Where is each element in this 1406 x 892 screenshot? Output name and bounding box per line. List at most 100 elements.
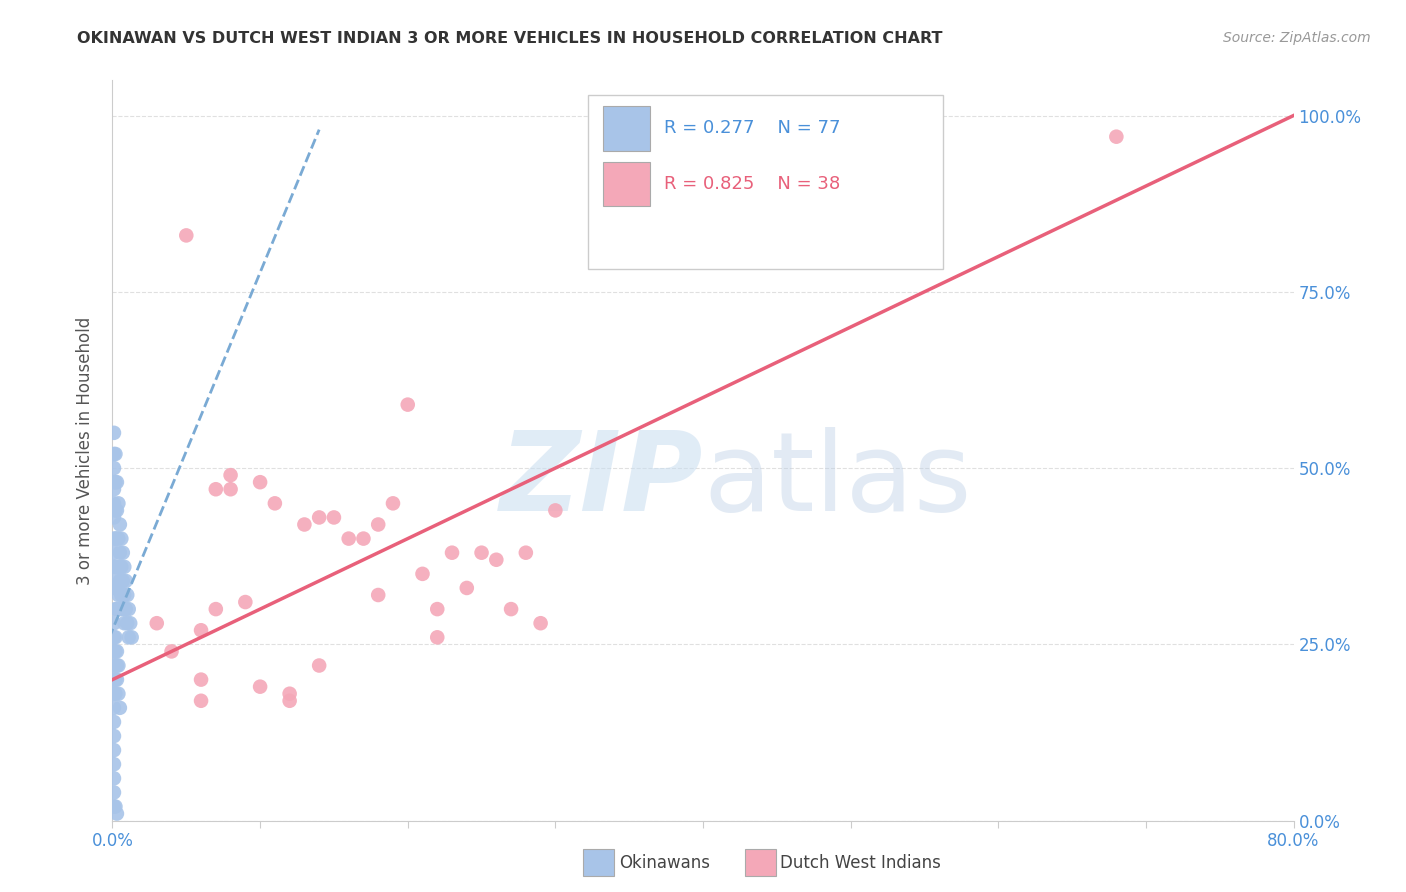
Point bbox=[426, 630, 449, 644]
Point bbox=[103, 630, 125, 644]
Point bbox=[104, 658, 127, 673]
Point bbox=[117, 616, 138, 631]
Point bbox=[470, 546, 494, 560]
Y-axis label: 3 or more Vehicles in Household: 3 or more Vehicles in Household bbox=[76, 317, 94, 584]
Point bbox=[103, 757, 125, 772]
Point bbox=[104, 602, 127, 616]
Point bbox=[103, 425, 125, 440]
Point bbox=[190, 673, 212, 687]
Point bbox=[382, 496, 405, 510]
Point bbox=[529, 616, 551, 631]
Point bbox=[103, 644, 125, 658]
Point bbox=[111, 546, 134, 560]
Point bbox=[104, 644, 127, 658]
Point bbox=[118, 602, 141, 616]
Point bbox=[108, 546, 131, 560]
Point bbox=[103, 743, 125, 757]
Point bbox=[121, 630, 143, 644]
Point bbox=[103, 546, 125, 560]
Text: R = 0.825    N = 38: R = 0.825 N = 38 bbox=[664, 175, 841, 193]
Point bbox=[107, 687, 129, 701]
Point bbox=[104, 630, 127, 644]
Point bbox=[103, 475, 125, 490]
Point bbox=[190, 694, 212, 708]
Point bbox=[1105, 129, 1128, 144]
Point bbox=[103, 687, 125, 701]
Point bbox=[104, 687, 127, 701]
Point bbox=[219, 482, 242, 496]
Point bbox=[114, 574, 136, 588]
Point bbox=[105, 503, 128, 517]
Point bbox=[108, 517, 131, 532]
Point bbox=[103, 447, 125, 461]
Point bbox=[110, 588, 132, 602]
Point bbox=[264, 496, 287, 510]
Point bbox=[205, 602, 228, 616]
Point bbox=[107, 496, 129, 510]
Point bbox=[233, 595, 256, 609]
FancyBboxPatch shape bbox=[589, 95, 943, 269]
Point bbox=[105, 475, 128, 490]
Point bbox=[292, 517, 315, 532]
Point bbox=[103, 559, 125, 574]
Point bbox=[103, 566, 125, 581]
Point bbox=[104, 581, 127, 595]
Point bbox=[337, 532, 360, 546]
Point bbox=[103, 581, 125, 595]
Point bbox=[103, 510, 125, 524]
Point bbox=[441, 546, 464, 560]
Point bbox=[103, 772, 125, 786]
Point bbox=[108, 602, 131, 616]
Point bbox=[485, 553, 508, 567]
Point bbox=[411, 566, 433, 581]
Point bbox=[103, 658, 125, 673]
Point bbox=[278, 687, 301, 701]
Point bbox=[103, 482, 125, 496]
Point bbox=[105, 602, 128, 616]
FancyBboxPatch shape bbox=[603, 161, 650, 206]
Point bbox=[107, 559, 129, 574]
Text: atlas: atlas bbox=[703, 426, 972, 533]
Point bbox=[103, 701, 125, 715]
Point bbox=[108, 701, 131, 715]
Text: OKINAWAN VS DUTCH WEST INDIAN 3 OR MORE VEHICLES IN HOUSEHOLD CORRELATION CHART: OKINAWAN VS DUTCH WEST INDIAN 3 OR MORE … bbox=[77, 31, 943, 46]
Point bbox=[103, 799, 125, 814]
Point bbox=[396, 398, 419, 412]
Point bbox=[456, 581, 478, 595]
Point bbox=[112, 616, 135, 631]
Point bbox=[112, 559, 135, 574]
Text: ZIP: ZIP bbox=[499, 426, 703, 533]
Point bbox=[249, 680, 271, 694]
Point bbox=[114, 602, 136, 616]
Point bbox=[103, 729, 125, 743]
Point bbox=[160, 644, 183, 658]
Point bbox=[110, 532, 132, 546]
Point bbox=[103, 714, 125, 729]
Point bbox=[108, 574, 131, 588]
Text: Dutch West Indians: Dutch West Indians bbox=[780, 854, 941, 871]
Point bbox=[205, 482, 228, 496]
FancyBboxPatch shape bbox=[603, 106, 650, 151]
Point bbox=[104, 503, 127, 517]
Point bbox=[103, 496, 125, 510]
Point bbox=[103, 785, 125, 799]
Point bbox=[110, 559, 132, 574]
Point bbox=[105, 806, 128, 821]
Point bbox=[105, 581, 128, 595]
Point bbox=[308, 510, 330, 524]
Point bbox=[107, 588, 129, 602]
Point bbox=[515, 546, 537, 560]
Text: Source: ZipAtlas.com: Source: ZipAtlas.com bbox=[1223, 31, 1371, 45]
Point bbox=[104, 447, 127, 461]
Point bbox=[367, 588, 389, 602]
Point bbox=[103, 616, 125, 631]
Point bbox=[544, 503, 567, 517]
Point bbox=[323, 510, 346, 524]
Point bbox=[112, 588, 135, 602]
Point bbox=[308, 658, 330, 673]
Point bbox=[107, 658, 129, 673]
Point bbox=[426, 602, 449, 616]
Point bbox=[107, 532, 129, 546]
Point bbox=[367, 517, 389, 532]
Point bbox=[103, 673, 125, 687]
